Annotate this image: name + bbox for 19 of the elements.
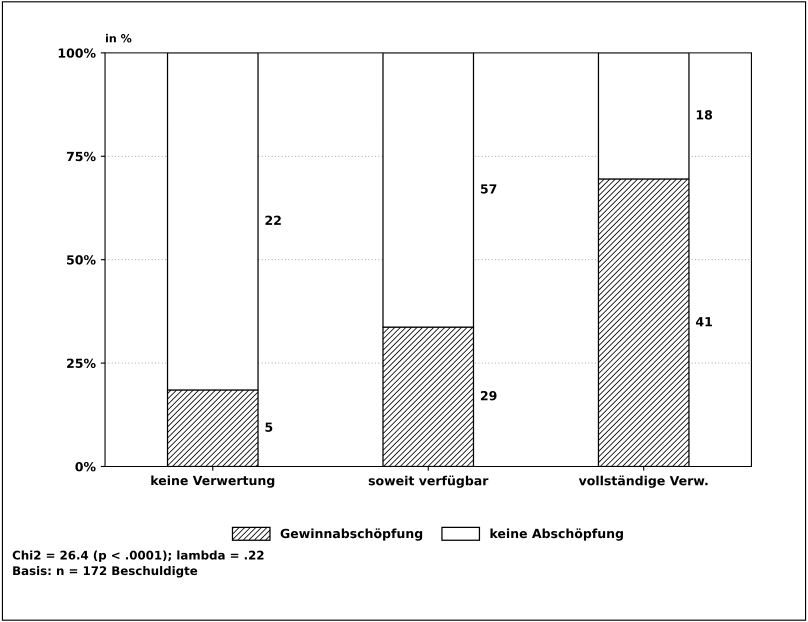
annotation: 57 (480, 184, 496, 194)
text: Chi2 = 26.4 (p < .0001); lambda = .22 (12, 550, 264, 562)
y-tick-label: 75% (66, 152, 96, 162)
y-tick-label: 25% (67, 358, 96, 368)
annotation: 29 (480, 390, 497, 400)
y-tick-label: 100% (58, 48, 96, 58)
text: Basis: n = 172 Beschuldigte (13, 566, 198, 578)
x-tick-label: vollständige Verw. (578, 476, 708, 488)
annotation: 18 (696, 110, 712, 120)
legend-label: Gewinnabschöpfung (280, 528, 422, 541)
legend-label: keine Abschöpfung (490, 528, 623, 541)
y-tick-label: 50% (67, 255, 96, 265)
y-tick-label: 0% (75, 462, 96, 472)
annotation: 5 (265, 422, 272, 432)
y-axis-title: in % (106, 34, 132, 42)
x-tick-label: keine Verwertung (151, 476, 274, 488)
annotation: 22 (265, 216, 281, 225)
annotation: 41 (696, 317, 712, 326)
x-tick-label: soweit verfügbar (368, 476, 488, 488)
